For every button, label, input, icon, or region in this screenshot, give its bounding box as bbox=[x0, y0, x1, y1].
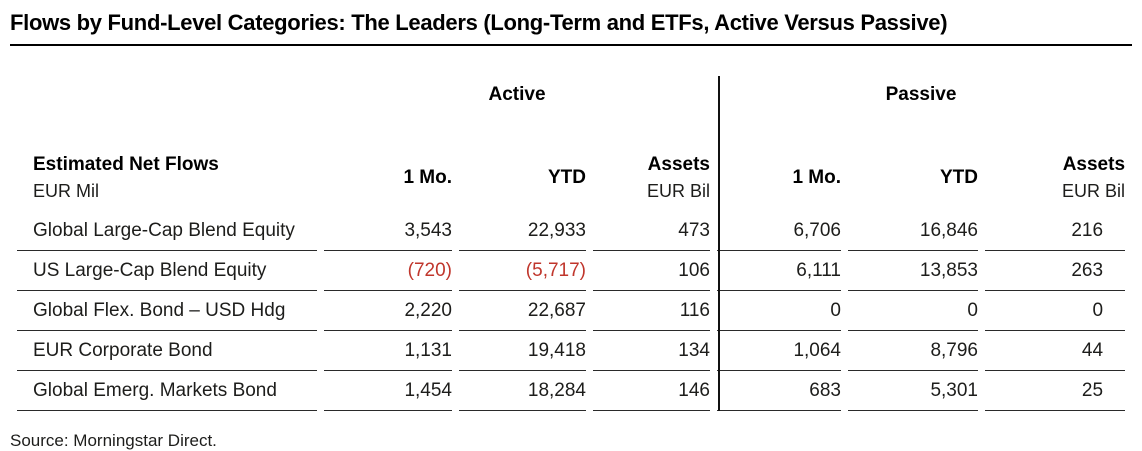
value-cell: 19,418 bbox=[459, 331, 586, 371]
active-passive-divider bbox=[718, 76, 720, 411]
flows-table-container: Active Passive Estimated Net Flows EUR M… bbox=[10, 76, 1132, 411]
value-cell: 6,706 bbox=[717, 211, 841, 251]
page-title: Flows by Fund-Level Categories: The Lead… bbox=[10, 6, 1132, 46]
value-cell: 2,220 bbox=[324, 291, 452, 331]
value-cell: 8,796 bbox=[848, 331, 978, 371]
col-header-active-1mo: 1 Mo. bbox=[403, 167, 452, 188]
table-row: US Large-Cap Blend Equity (720) (5,717) 106… bbox=[17, 251, 1126, 291]
col-header-active-assets: Assets EUR Bil bbox=[593, 114, 710, 211]
value-cell: 134 bbox=[593, 331, 710, 371]
table-row: Global Emerg. Markets Bond 1,454 18,284 146… bbox=[17, 371, 1126, 411]
value-cell: 5,301 bbox=[848, 371, 978, 411]
value-cell: 146 bbox=[593, 371, 710, 411]
value-cell: 683 bbox=[717, 371, 841, 411]
col-header-active-ytd: YTD bbox=[548, 167, 586, 188]
value-cell: (5,717) bbox=[459, 251, 586, 291]
col-header-passive-assets: Assets EUR Bil bbox=[985, 114, 1125, 211]
value-cell: 473 bbox=[593, 211, 710, 251]
row-header-unit: EUR Mil bbox=[33, 181, 99, 201]
value-cell: 44 bbox=[985, 331, 1126, 371]
value-cell: 116 bbox=[593, 291, 710, 331]
value-cell: 216 bbox=[985, 211, 1126, 251]
category-label: US Large-Cap Blend Equity bbox=[17, 251, 317, 291]
table-row: Global Flex. Bond – USD Hdg 2,220 22,687 11… bbox=[17, 291, 1126, 331]
value-cell: 25 bbox=[985, 371, 1126, 411]
value-cell: 22,933 bbox=[459, 211, 586, 251]
group-header-spacer bbox=[17, 76, 317, 114]
table-row: EUR Corporate Bond 1,131 19,418 134 1,064 8,7… bbox=[17, 331, 1126, 371]
group-header-passive: Passive bbox=[885, 84, 957, 105]
table-body: Global Large-Cap Blend Equity 3,543 22,933… bbox=[17, 211, 1126, 411]
value-cell: 1,131 bbox=[324, 331, 452, 371]
value-cell: 1,064 bbox=[717, 331, 841, 371]
group-header-active: Active bbox=[488, 84, 546, 105]
value-cell: 16,846 bbox=[848, 211, 978, 251]
col-header-active-assets-label: Assets bbox=[647, 154, 710, 175]
flows-table: Active Passive Estimated Net Flows EUR M… bbox=[10, 76, 1132, 411]
col-header-passive-ytd: YTD bbox=[940, 167, 978, 188]
category-label: EUR Corporate Bond bbox=[17, 331, 317, 371]
source-note: Source: Morningstar Direct. bbox=[10, 431, 217, 450]
value-cell: 0 bbox=[985, 291, 1126, 331]
value-cell: 18,284 bbox=[459, 371, 586, 411]
value-cell: 6,111 bbox=[717, 251, 841, 291]
category-label: Global Flex. Bond – USD Hdg bbox=[17, 291, 317, 331]
value-cell: 13,853 bbox=[848, 251, 978, 291]
col-header-passive-assets-label: Assets bbox=[1062, 154, 1126, 175]
value-cell: 0 bbox=[848, 291, 978, 331]
col-header-passive-1mo: 1 Mo. bbox=[792, 167, 841, 188]
value-cell: 1,454 bbox=[324, 371, 452, 411]
row-header-title: Estimated Net Flows bbox=[33, 154, 219, 175]
category-label: Global Emerg. Markets Bond bbox=[17, 371, 317, 411]
value-cell: 0 bbox=[717, 291, 841, 331]
group-header-row: Active Passive bbox=[17, 76, 1125, 114]
value-cell: 263 bbox=[985, 251, 1126, 291]
table-header: Active Passive Estimated Net Flows EUR M… bbox=[17, 76, 1125, 211]
column-header-row: Estimated Net Flows EUR Mil 1 Mo. YTD As… bbox=[17, 114, 1125, 211]
value-cell: (720) bbox=[324, 251, 452, 291]
value-cell: 22,687 bbox=[459, 291, 586, 331]
col-header-active-assets-unit: EUR Bil bbox=[646, 181, 710, 201]
value-cell: 106 bbox=[593, 251, 710, 291]
value-cell: 3,543 bbox=[324, 211, 452, 251]
col-header-passive-assets-unit: EUR Bil bbox=[1062, 181, 1126, 201]
table-row: Global Large-Cap Blend Equity 3,543 22,933… bbox=[17, 211, 1126, 251]
category-label: Global Large-Cap Blend Equity bbox=[17, 211, 317, 251]
row-header: Estimated Net Flows EUR Mil bbox=[17, 114, 317, 211]
